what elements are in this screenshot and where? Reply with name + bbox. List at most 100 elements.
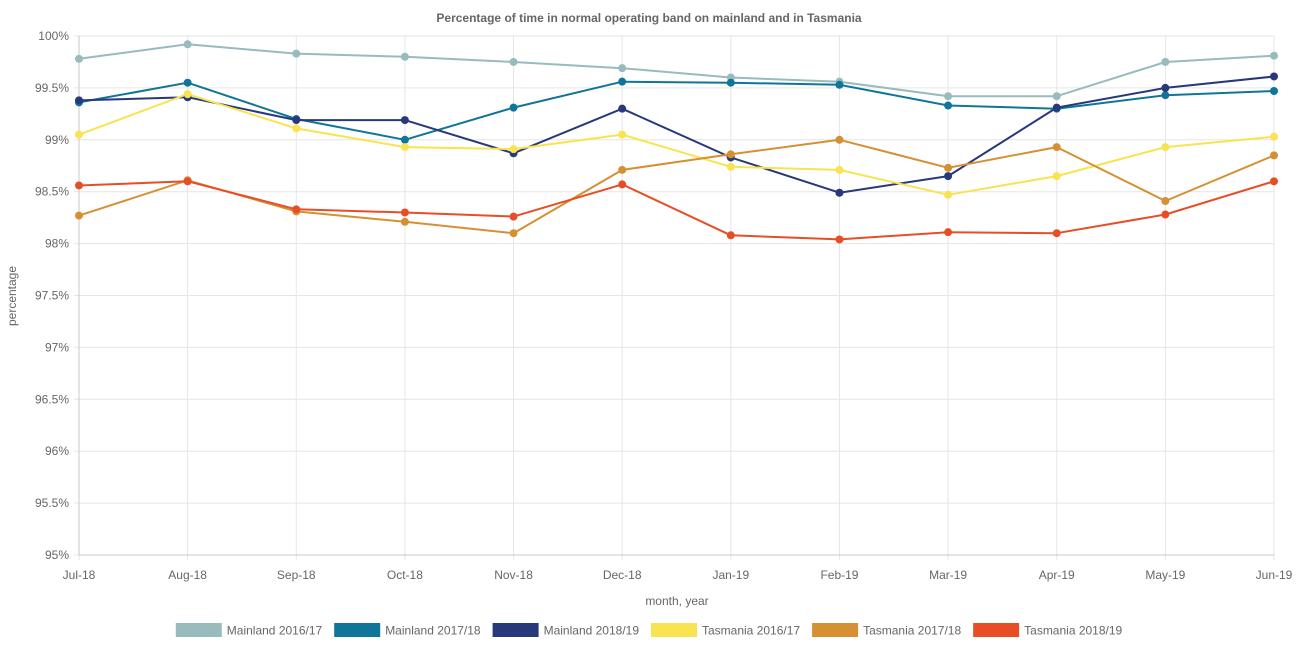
data-point[interactable] [835,80,844,89]
y-tick-label: 95% [45,548,69,562]
data-point[interactable] [618,64,627,73]
data-point[interactable] [75,96,83,105]
data-point[interactable] [1161,57,1170,66]
data-point[interactable] [835,188,844,197]
legend-item[interactable]: Tasmania 2018/19 [973,623,1123,638]
legend-swatch [334,623,381,637]
x-tick-label: Feb-19 [820,568,858,582]
legend-item[interactable]: Tasmania 2016/17 [651,623,800,638]
x-tick-label: Oct-18 [387,568,423,582]
data-point[interactable] [618,104,627,113]
data-point[interactable] [509,229,518,238]
legend-item[interactable]: Mainland 2018/19 [492,623,640,638]
data-point[interactable] [400,208,409,217]
y-tick-label: 98% [45,237,69,251]
data-point[interactable] [1161,197,1170,206]
data-point[interactable] [75,211,83,220]
x-tick-label: Jun-19 [1256,568,1293,582]
series-line-2[interactable] [78,80,1275,141]
y-tick-label: 96.5% [35,392,69,406]
legend-label: Mainland 2018/19 [544,624,640,638]
x-tick-label: Jan-19 [712,568,749,582]
series-line-4[interactable] [78,93,1275,196]
series-line-3[interactable] [78,75,1275,194]
legend-item[interactable]: Mainland 2016/17 [175,623,323,638]
data-point[interactable] [400,52,409,61]
data-point[interactable] [509,145,518,154]
data-point[interactable] [726,78,735,87]
series-line-1[interactable] [78,43,1275,98]
series-line-5[interactable] [78,138,1275,235]
data-point[interactable] [944,172,953,181]
y-tick-label: 97% [45,340,69,354]
data-point[interactable] [1052,143,1061,152]
data-point[interactable] [1161,83,1170,92]
data-point[interactable] [726,231,735,240]
data-point[interactable] [944,163,953,172]
data-point[interactable] [75,130,83,139]
data-point[interactable] [292,124,301,133]
data-point[interactable] [400,143,409,152]
data-point[interactable] [400,135,409,144]
series-points [75,40,1278,244]
data-point[interactable] [1052,229,1061,238]
data-point[interactable] [75,54,83,63]
data-point[interactable] [292,205,301,214]
data-point[interactable] [835,165,844,174]
data-point[interactable] [726,162,735,171]
legend-label: Tasmania 2017/18 [863,624,961,638]
legend-swatch [175,623,222,637]
x-tick-label: Mar-19 [929,568,967,582]
x-tick-label: Aug-18 [168,568,207,582]
data-point[interactable] [1052,172,1061,181]
data-point[interactable] [509,57,518,66]
data-point[interactable] [618,165,627,174]
legend-swatch [492,623,539,637]
data-point[interactable] [183,40,192,49]
data-point[interactable] [1270,72,1278,81]
data-point[interactable] [1052,92,1061,101]
data-point[interactable] [1161,143,1170,152]
data-point[interactable] [835,235,844,244]
data-point[interactable] [835,135,844,144]
data-point[interactable] [509,212,518,221]
y-tick-label: 95.5% [35,496,69,510]
data-point[interactable] [183,90,192,99]
x-tick-label: May-19 [1145,568,1185,582]
data-point[interactable] [618,130,627,139]
y-tick-label: 98.5% [35,185,69,199]
data-point[interactable] [618,180,627,189]
data-point[interactable] [509,103,518,112]
data-point[interactable] [75,181,83,190]
data-point[interactable] [1270,177,1278,186]
data-point[interactable] [1270,151,1278,160]
data-point[interactable] [292,116,301,125]
data-point[interactable] [1270,51,1278,60]
data-point[interactable] [1161,91,1170,100]
y-axis-title: percentage [5,266,19,326]
data-point[interactable] [944,228,953,237]
series-line-6[interactable] [78,180,1275,241]
data-point[interactable] [944,92,953,101]
data-point[interactable] [1052,103,1061,112]
legend-item[interactable]: Mainland 2017/18 [334,623,481,638]
data-point[interactable] [944,101,953,110]
data-point[interactable] [1161,210,1170,219]
legend: Mainland 2016/17 Mainland 2017/18 Mainland… [175,623,1123,638]
data-point[interactable] [400,217,409,226]
legend-item[interactable]: Tasmania 2017/18 [812,623,961,638]
legend-label: Mainland 2017/18 [385,624,481,638]
data-point[interactable] [292,49,301,58]
data-point[interactable] [183,78,192,87]
data-point[interactable] [726,150,735,159]
data-point[interactable] [400,116,409,125]
y-tick-label: 97.5% [35,289,69,303]
data-point[interactable] [183,177,192,186]
chart-title: Percentage of time in normal operating b… [436,11,862,25]
data-point[interactable] [1270,132,1278,141]
y-tick-label: 99.5% [35,81,69,95]
data-point[interactable] [618,77,627,86]
data-point[interactable] [944,190,953,199]
data-point[interactable] [1270,87,1278,96]
